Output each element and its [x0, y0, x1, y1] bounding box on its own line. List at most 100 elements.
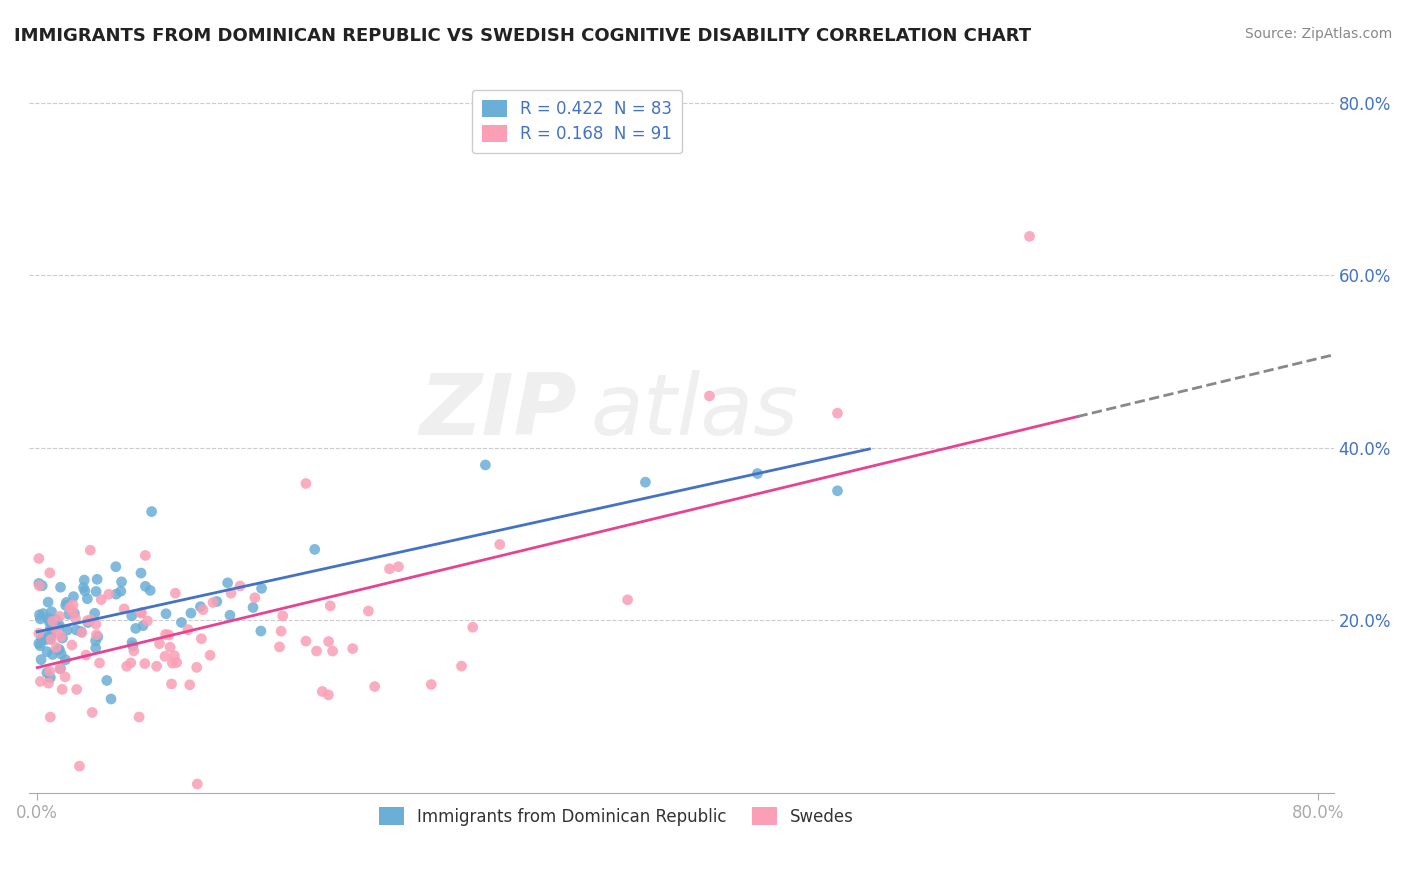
Point: [190, 599, 212, 614]
Point: [48, 642, 70, 657]
Point: [35, 665, 58, 680]
Point: [28, 579, 51, 593]
Point: [162, 656, 184, 670]
Point: [53, 670, 76, 684]
Point: [179, 678, 201, 692]
Text: ZIP: ZIP: [419, 370, 576, 453]
Point: [73, 573, 96, 587]
Point: [30, 652, 52, 666]
Point: [63, 607, 86, 621]
Point: [84, 617, 107, 632]
Point: [104, 559, 127, 574]
Point: [87, 630, 110, 644]
Point: [177, 623, 200, 637]
Point: [39, 622, 62, 636]
Point: [198, 648, 221, 663]
Point: [55, 599, 77, 613]
Point: [48, 642, 70, 657]
Point: [134, 579, 156, 593]
Point: [75, 648, 97, 662]
Point: [37, 611, 59, 625]
Point: [190, 632, 212, 646]
Point: [145, 659, 167, 673]
Point: [827, 483, 849, 498]
Point: [56, 623, 79, 637]
Point: [51, 682, 73, 697]
Point: [159, 640, 181, 655]
Point: [170, 615, 193, 630]
Point: [342, 641, 364, 656]
Text: IMMIGRANTS FROM DOMINICAN REPUBLIC VS SWEDISH COGNITIVE DISABILITY CORRELATION C: IMMIGRANTS FROM DOMINICAN REPUBLIC VS SW…: [14, 27, 1031, 45]
Point: [134, 549, 156, 563]
Point: [49, 580, 72, 594]
Point: [186, 660, 208, 674]
Point: [112, 602, 135, 616]
Point: [461, 620, 484, 634]
Point: [28, 607, 51, 622]
Point: [180, 606, 202, 620]
Point: [219, 586, 242, 600]
Point: [121, 635, 143, 649]
Point: [70, 624, 93, 639]
Point: [48, 609, 70, 624]
Point: [270, 624, 292, 639]
Point: [121, 608, 143, 623]
Point: [387, 559, 409, 574]
Point: [97, 587, 120, 601]
Point: [160, 677, 183, 691]
Point: [48, 618, 70, 632]
Point: [76, 591, 98, 606]
Point: [474, 458, 496, 472]
Point: [55, 653, 77, 667]
Point: [83, 607, 105, 621]
Point: [39, 710, 62, 724]
Point: [82, 706, 104, 720]
Point: [616, 592, 638, 607]
Point: [84, 633, 107, 648]
Point: [84, 640, 107, 655]
Point: [38, 566, 60, 580]
Point: [59, 600, 82, 615]
Point: [250, 624, 273, 638]
Point: [141, 505, 163, 519]
Point: [191, 603, 214, 617]
Point: [271, 608, 294, 623]
Point: [319, 599, 342, 613]
Point: [378, 562, 401, 576]
Point: [39, 671, 62, 685]
Point: [163, 648, 186, 663]
Text: atlas: atlas: [591, 370, 799, 453]
Point: [132, 618, 155, 632]
Point: [157, 628, 180, 642]
Point: [229, 579, 252, 593]
Point: [89, 656, 111, 670]
Point: [62, 590, 84, 604]
Point: [201, 595, 224, 609]
Point: [28, 576, 51, 591]
Point: [49, 662, 72, 676]
Point: [165, 586, 187, 600]
Point: [28, 626, 51, 640]
Point: [131, 606, 153, 620]
Point: [39, 632, 62, 646]
Point: [488, 537, 510, 551]
Point: [72, 581, 94, 595]
Point: [49, 661, 72, 675]
Point: [295, 634, 318, 648]
Point: [41, 615, 63, 629]
Point: [155, 627, 177, 641]
Point: [110, 584, 132, 599]
Point: [45, 624, 67, 638]
Point: [250, 582, 273, 596]
Point: [86, 572, 108, 586]
Point: [105, 587, 128, 601]
Point: [155, 607, 177, 621]
Point: [357, 604, 380, 618]
Point: [827, 406, 849, 420]
Point: [217, 575, 239, 590]
Point: [30, 674, 52, 689]
Point: [120, 656, 142, 670]
Point: [136, 614, 159, 628]
Text: Source: ZipAtlas.com: Source: ZipAtlas.com: [1244, 27, 1392, 41]
Point: [186, 777, 208, 791]
